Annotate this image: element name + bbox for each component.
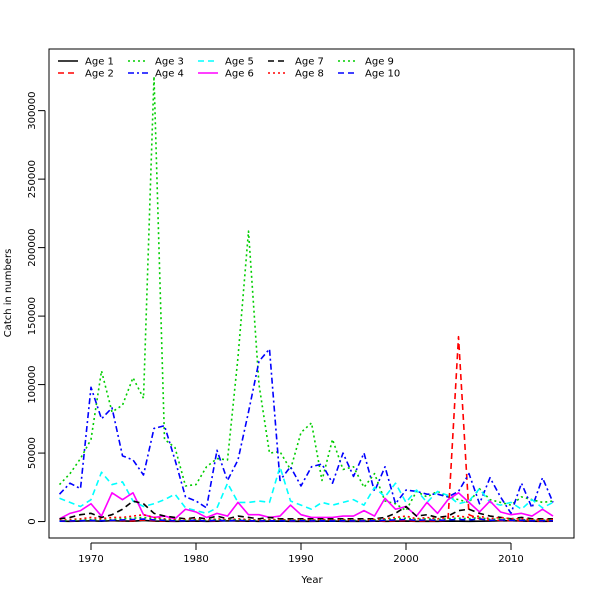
x-axis-label: Year	[300, 575, 323, 586]
series-line-age-10	[59, 518, 553, 522]
x-tick-label: 1970	[78, 554, 103, 565]
series-layer	[58, 75, 554, 523]
legend-label: Age 10	[365, 69, 400, 80]
x-tick-label: 1990	[288, 554, 313, 565]
series-line-age-7	[59, 500, 553, 520]
legend-label: Age 9	[365, 57, 394, 68]
y-tick-label: 0	[27, 518, 38, 524]
series-line-age-5	[59, 465, 554, 515]
legend-label: Age 7	[295, 57, 324, 68]
x-tick-label: 2000	[393, 554, 418, 565]
y-axis-label: Catch in numbers	[3, 249, 14, 338]
x-axis: 1970 1980 1990 2000 2010	[78, 542, 524, 565]
series-line-age-6	[59, 491, 554, 520]
y-tick-label: 300000	[27, 92, 38, 130]
legend-label: Age 6	[225, 69, 254, 80]
series-line-age-3	[58, 75, 554, 512]
y-tick-label: 200000	[27, 229, 38, 267]
y-tick-label: 100000	[27, 365, 38, 403]
y-tick-label: 150000	[27, 297, 38, 335]
legend-label: Age 1	[85, 57, 114, 68]
legend-label: Age 3	[155, 57, 184, 68]
x-tick-label: 2010	[498, 554, 523, 565]
legend-label: Age 8	[295, 69, 324, 80]
legend-label: Age 5	[225, 57, 254, 68]
y-tick-label: 250000	[27, 160, 38, 198]
y-axis: 0 50000 100000 150000 200000 250000 300000	[27, 92, 46, 525]
x-tick-label: 1980	[183, 554, 208, 565]
series-line-age-2	[59, 335, 554, 522]
plot-frame	[48, 48, 575, 539]
y-tick-label: 50000	[27, 437, 38, 469]
series-line-age-4	[58, 348, 554, 515]
legend-label: Age 2	[85, 69, 114, 80]
legend-label: Age 4	[155, 69, 184, 80]
